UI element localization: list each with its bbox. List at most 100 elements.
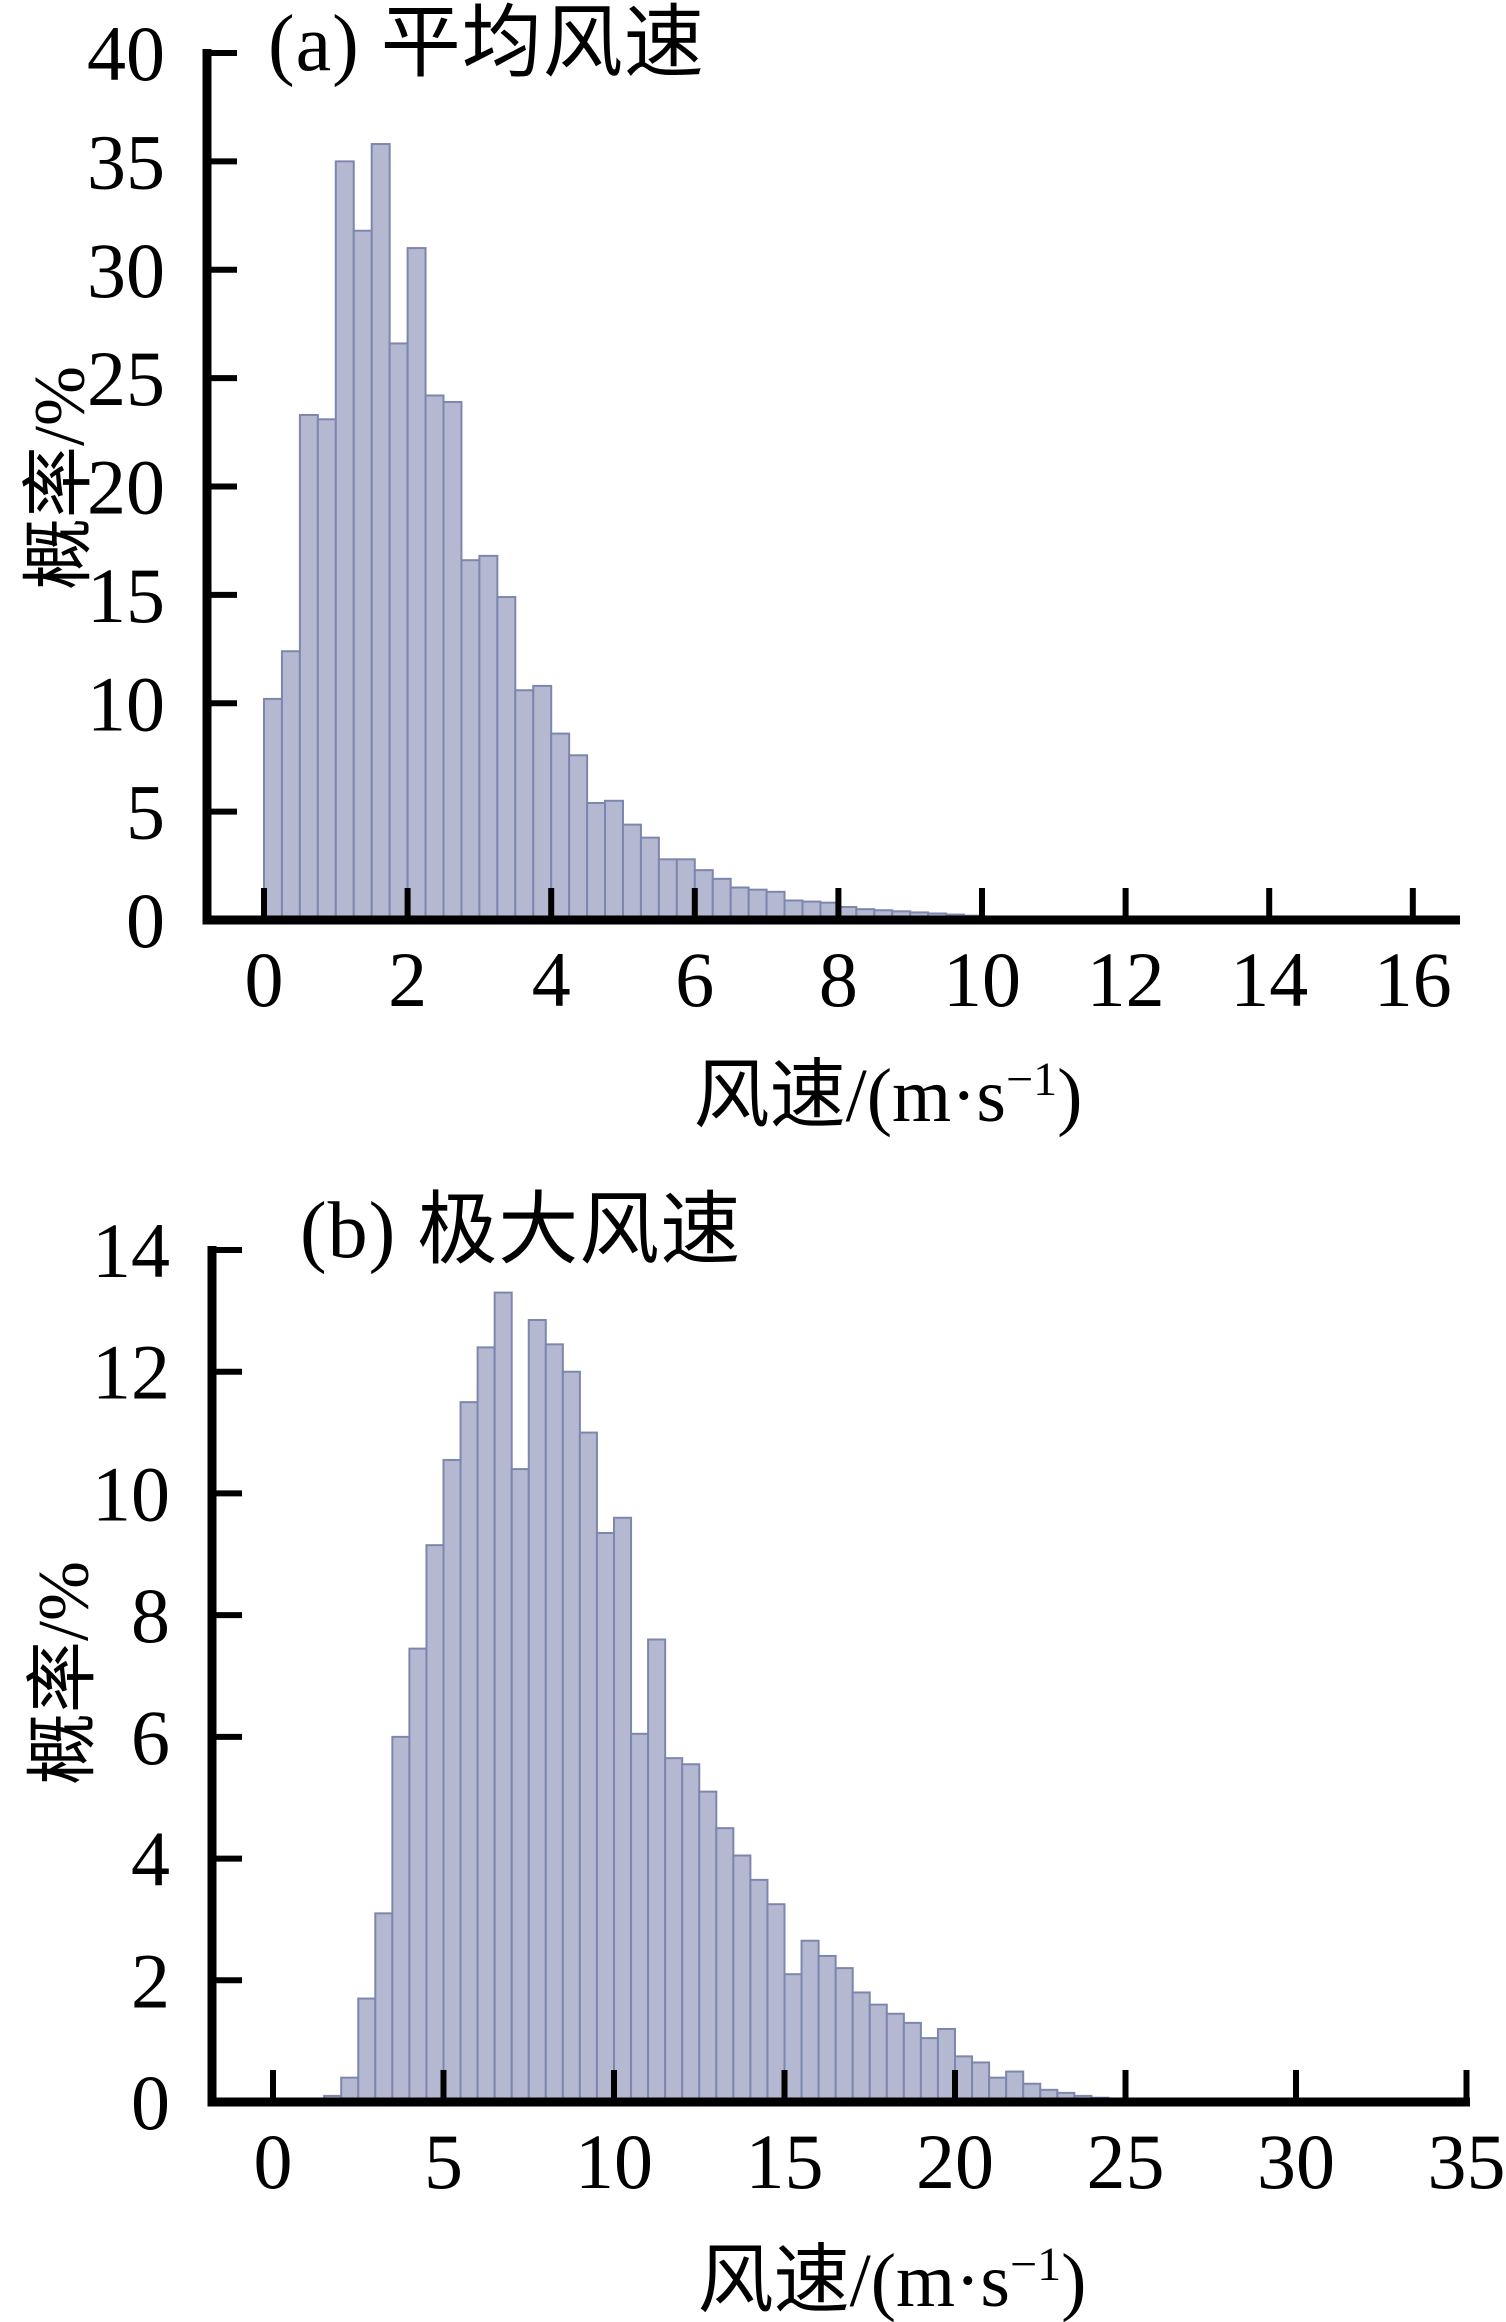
histogram-bar: [698, 1790, 718, 2104]
x-axis-label-main: 风速/(m·s: [693, 1054, 1007, 1138]
histogram-bar: [851, 1991, 871, 2104]
x-tick-label: 15: [746, 2118, 824, 2205]
histogram-bar: [613, 1516, 633, 2103]
histogram-bar: [357, 1997, 377, 2103]
histogram-bar: [478, 554, 499, 921]
histogram-bar: [749, 1878, 769, 2103]
y-tick-label: 8: [131, 1572, 170, 1659]
histogram-bar: [971, 2061, 991, 2104]
histogram-bar: [460, 559, 481, 921]
histogram-bar: [630, 1732, 650, 2103]
x-tick-label: 12: [1087, 936, 1165, 1023]
histogram-bar: [527, 1318, 547, 2103]
histogram-bar: [561, 1370, 581, 2103]
chart-average-wind-speed: (a) 平均风速 概率/% 0 5 10 15 20 25 30 35 40 0 2 4 6 8 10 12 1…: [20, 0, 1460, 1143]
histogram-bar: [459, 1401, 479, 2103]
histogram-bar: [715, 1827, 735, 2104]
y-tick-label: 40: [87, 10, 165, 97]
histogram-bar: [885, 2012, 905, 2103]
y-tick-label: 4: [131, 1816, 170, 1903]
histogram-bar: [902, 2021, 922, 2104]
y-tick-label: 0: [131, 2059, 170, 2146]
x-tick-label: 10: [575, 2118, 653, 2205]
histogram-bar: [493, 1291, 513, 2104]
y-tick-label: 10: [92, 1450, 170, 1537]
x-tick-label: 6: [675, 936, 714, 1023]
histogram-bar: [263, 697, 283, 921]
histogram-bar: [280, 650, 301, 921]
histogram-bar: [298, 413, 319, 921]
y-tick-label: 5: [126, 769, 165, 856]
y-tick-label: 30: [87, 227, 165, 314]
histogram-bar: [747, 888, 768, 922]
y-tick-label: 15: [87, 552, 165, 639]
y-tick-label: 20: [87, 444, 165, 531]
histogram-bar: [496, 596, 517, 921]
x-tick-label: 10: [943, 936, 1021, 1023]
histogram-bar: [681, 1763, 701, 2103]
x-axis-label-close: ): [1057, 1054, 1083, 1138]
histogram-bar: [442, 400, 463, 921]
x-tick-label: 25: [1087, 2118, 1165, 2205]
x-axis-label-close: ): [1061, 2239, 1087, 2322]
histogram-bar: [544, 1343, 564, 2104]
histogram-bar: [657, 858, 678, 921]
histogram-bar: [514, 689, 535, 921]
chart-b-plot: 0 2 4 6 8 10 12 14 0 5 10 15 20 25 30 35: [92, 1207, 1506, 2205]
histogram-bar: [664, 1757, 684, 2104]
chart-max-wind-speed: (b) 极大风速 概率/% 0 2 4 6 8 10 12 14 0 5 10 15 20 25 30 35 …: [0, 1161, 1506, 2322]
histogram-bar: [424, 394, 445, 921]
y-tick-label: 14: [92, 1207, 170, 1294]
y-tick-label: 25: [87, 335, 165, 422]
y-tick-label: 0: [126, 877, 165, 964]
x-tick-label: 16: [1374, 936, 1452, 1023]
histogram-bar: [442, 1458, 462, 2103]
x-tick-label: 30: [1257, 2118, 1335, 2205]
histogram-bar: [408, 1647, 428, 2103]
y-tick-label: 35: [87, 118, 165, 205]
x-axis-label-main: 风速/(m·s: [697, 2239, 1011, 2322]
x-tick-label: 35: [1428, 2118, 1506, 2205]
histogram-bar: [425, 1544, 445, 2103]
x-axis-label-superscript: −1: [1006, 1053, 1058, 1106]
histogram-bar: [568, 754, 589, 922]
histogram-bar: [370, 143, 391, 922]
histogram-bar: [817, 1954, 837, 2104]
chart-a-x-axis-label: 风速/(m·s−1): [694, 1033, 1083, 1143]
histogram-bar: [578, 1431, 598, 2104]
histogram-bar: [388, 342, 409, 921]
histogram-bar: [919, 2037, 939, 2103]
x-tick-label: 0: [254, 2118, 293, 2205]
histogram-bar: [834, 1967, 854, 2103]
histogram-bar: [647, 1638, 667, 2103]
histogram-bar: [316, 418, 337, 921]
histogram-bar: [595, 1531, 616, 2103]
x-tick-label: 8: [819, 936, 858, 1023]
y-tick-label: 6: [131, 1694, 170, 1781]
histogram-bar: [800, 1939, 820, 2103]
y-tick-label: 12: [92, 1329, 170, 1416]
histogram-bar: [352, 229, 373, 922]
histogram-bar: [732, 1854, 752, 2103]
chart-b-x-axis-label: 风速/(m·s−1): [698, 2218, 1087, 2322]
histogram-bar: [476, 1346, 496, 2104]
y-tick-label: 2: [131, 1937, 170, 2024]
x-tick-label: 0: [245, 936, 284, 1023]
x-tick-label: 2: [388, 936, 427, 1023]
x-tick-label: 5: [424, 2118, 463, 2205]
histogram-bar: [604, 799, 624, 921]
histogram-bar: [532, 684, 553, 921]
histogram-bar: [729, 886, 750, 921]
chart-b-title: (b) 极大风速: [300, 1187, 742, 1275]
y-tick-label: 10: [87, 660, 165, 747]
histogram-bar: [374, 1912, 394, 2103]
histogram-bar: [586, 801, 607, 922]
x-axis-label-superscript: −1: [1010, 2238, 1062, 2291]
histogram-bar: [622, 823, 642, 922]
chart-a-title: (a) 平均风速: [268, 0, 705, 88]
x-tick-label: 4: [532, 936, 571, 1023]
histogram-bar: [868, 2003, 888, 2104]
histogram-bar: [639, 836, 660, 922]
